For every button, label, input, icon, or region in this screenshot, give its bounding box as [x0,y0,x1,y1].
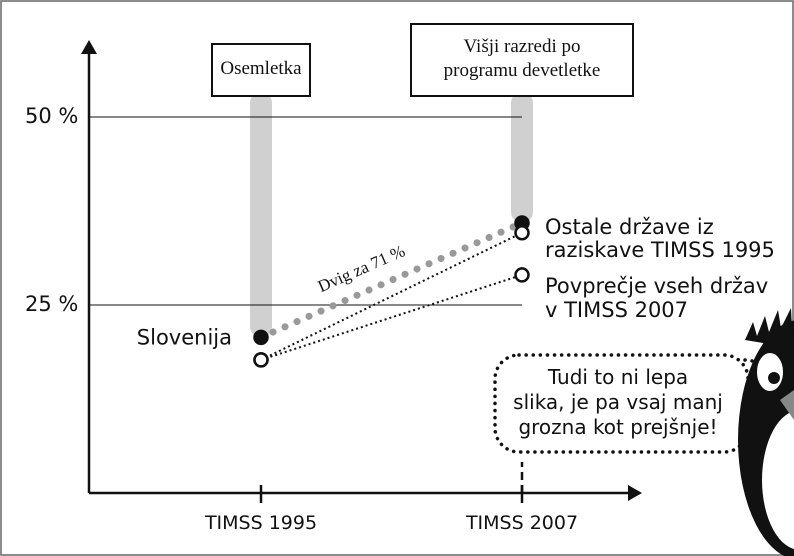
column-label: Osemletka [220,58,302,79]
y-tick-label: 50 % [25,104,78,128]
point [255,331,268,344]
point [516,226,529,239]
x-tick-label: TIMSS 2007 [465,512,578,534]
point [516,268,529,281]
chart: 25 %50 %TIMSS 1995TIMSS 2007OsemletkaViš… [0,0,794,556]
point [255,353,268,366]
series-label: Slovenija [137,325,232,349]
x-tick-label: TIMSS 1995 [204,512,317,534]
column-bar [511,92,533,223]
column-bar [250,92,272,337]
y-tick-label: 25 % [25,292,78,316]
